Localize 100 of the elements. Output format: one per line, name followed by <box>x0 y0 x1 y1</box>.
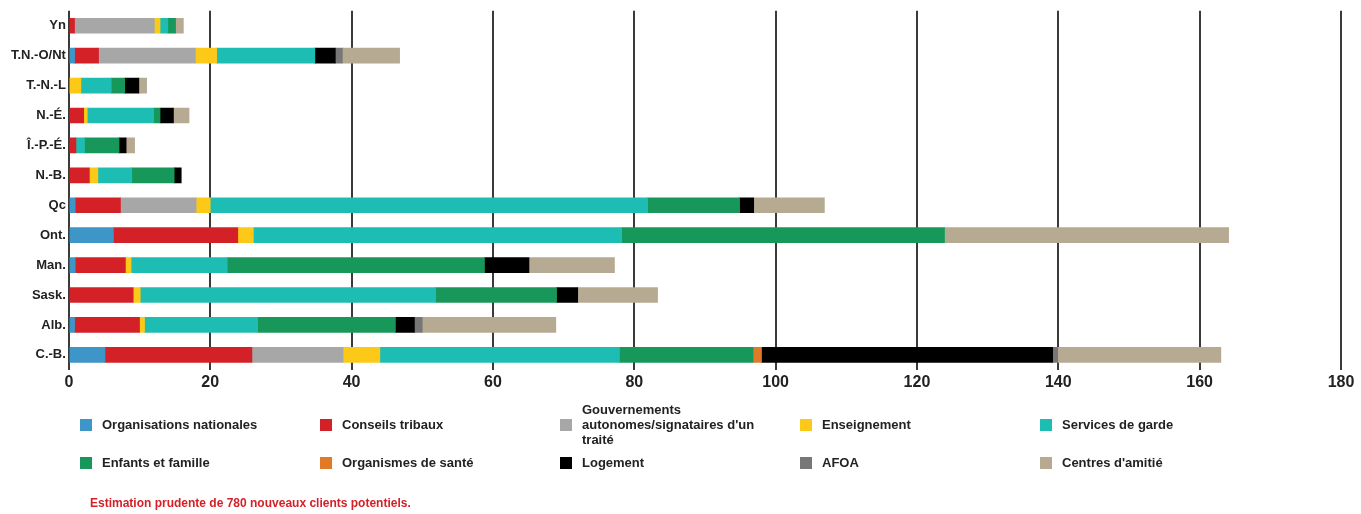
y-tick-label: Qc <box>48 196 66 212</box>
bar <box>69 257 76 273</box>
bar <box>395 317 415 333</box>
x-tick-label: 40 <box>342 372 361 390</box>
bar <box>435 287 557 303</box>
bar <box>159 17 169 34</box>
y-tick-label: N.-É. <box>36 107 66 123</box>
bar <box>125 137 135 154</box>
bar <box>74 47 99 64</box>
bar <box>237 227 254 244</box>
bar <box>131 167 175 184</box>
text: Estimation prudente de 780 nouveaux clients potentiels. <box>90 496 411 510</box>
bar <box>647 197 740 214</box>
bar <box>334 47 343 64</box>
bar <box>69 347 106 363</box>
bar <box>621 227 945 244</box>
bar <box>83 107 88 124</box>
x-tick-label: 60 <box>484 372 502 390</box>
bar <box>69 47 75 64</box>
bar <box>69 167 90 184</box>
y-tick-label: C.-B. <box>35 346 66 362</box>
y-tick-label: T.-N.-L <box>26 77 66 93</box>
y-tick-label: Ont. <box>39 226 66 242</box>
bar <box>113 227 239 244</box>
x-tick-label: 160 <box>1186 372 1214 390</box>
bar <box>195 47 217 64</box>
bar <box>1052 347 1058 363</box>
bar <box>74 17 155 34</box>
y-tick-label: N.-B. <box>35 166 66 182</box>
bar <box>120 197 197 214</box>
bar <box>209 197 649 214</box>
legend-label: Organisations nationales <box>102 417 258 432</box>
bar <box>74 257 126 273</box>
bar <box>69 317 75 333</box>
bar <box>752 347 762 363</box>
legend-label: Logement <box>582 455 645 470</box>
legend-label: Services de garde <box>1062 417 1174 432</box>
bar <box>139 317 145 333</box>
bar <box>74 317 140 333</box>
bar <box>86 107 155 124</box>
y-tick-label: T.N.-O/Nt <box>10 47 67 63</box>
bar <box>577 287 658 303</box>
bar <box>761 347 1053 363</box>
bar <box>74 197 121 214</box>
bar <box>342 47 400 64</box>
bar <box>80 77 112 94</box>
bar <box>69 197 76 214</box>
bar <box>69 77 82 94</box>
bar <box>175 17 184 34</box>
bar <box>195 197 211 214</box>
bar <box>753 197 825 214</box>
legend-label: AFOA <box>822 455 859 470</box>
bar <box>139 287 437 303</box>
x-tick-label: 80 <box>625 372 644 390</box>
bar <box>104 347 253 363</box>
legend-label: Gouvernements autonomes/signataires d'un traité <box>582 402 756 447</box>
bar <box>69 107 85 124</box>
y-tick-label: Yn <box>49 17 66 33</box>
bar <box>69 227 114 244</box>
bar <box>84 137 120 154</box>
bar <box>1057 347 1222 363</box>
bar <box>216 47 316 64</box>
bar <box>226 257 485 273</box>
bar <box>75 137 85 154</box>
bar <box>253 227 622 244</box>
x-tick-label: 120 <box>903 372 931 390</box>
bar <box>528 257 615 273</box>
x-tick-label: 180 <box>1327 372 1355 390</box>
bar <box>124 77 140 94</box>
bar <box>251 347 344 363</box>
x-tick-label: 0 <box>64 372 74 390</box>
bar <box>69 287 134 303</box>
y-tick-label: Sask. <box>31 286 66 302</box>
bar <box>619 347 754 363</box>
legend-label: Enseignement <box>822 417 911 432</box>
bar <box>130 257 228 273</box>
bar <box>484 257 530 273</box>
bar <box>167 17 176 34</box>
bar <box>556 287 579 303</box>
y-tick-label: Man. <box>36 256 66 272</box>
bar <box>944 227 1229 244</box>
bar <box>69 17 75 34</box>
bar <box>421 317 557 333</box>
x-tick-label: 100 <box>762 372 790 390</box>
y-tick-label: Alb. <box>41 316 66 332</box>
bar <box>144 317 258 333</box>
bar <box>342 347 381 363</box>
bar <box>379 347 620 363</box>
legend-label: Centres d'amitié <box>1062 455 1163 470</box>
bar <box>97 167 133 184</box>
y-tick-label: Î.-P.-É. <box>26 137 66 152</box>
bar <box>159 107 174 124</box>
bar <box>739 197 755 214</box>
bar <box>98 47 196 64</box>
x-tick-label: 140 <box>1044 372 1072 390</box>
x-tick-label: 20 <box>201 372 220 390</box>
bar <box>138 77 147 94</box>
legend-label: Organismes de santé <box>342 455 474 470</box>
legend-label: Enfants et famille <box>102 455 210 470</box>
bar <box>257 317 396 333</box>
